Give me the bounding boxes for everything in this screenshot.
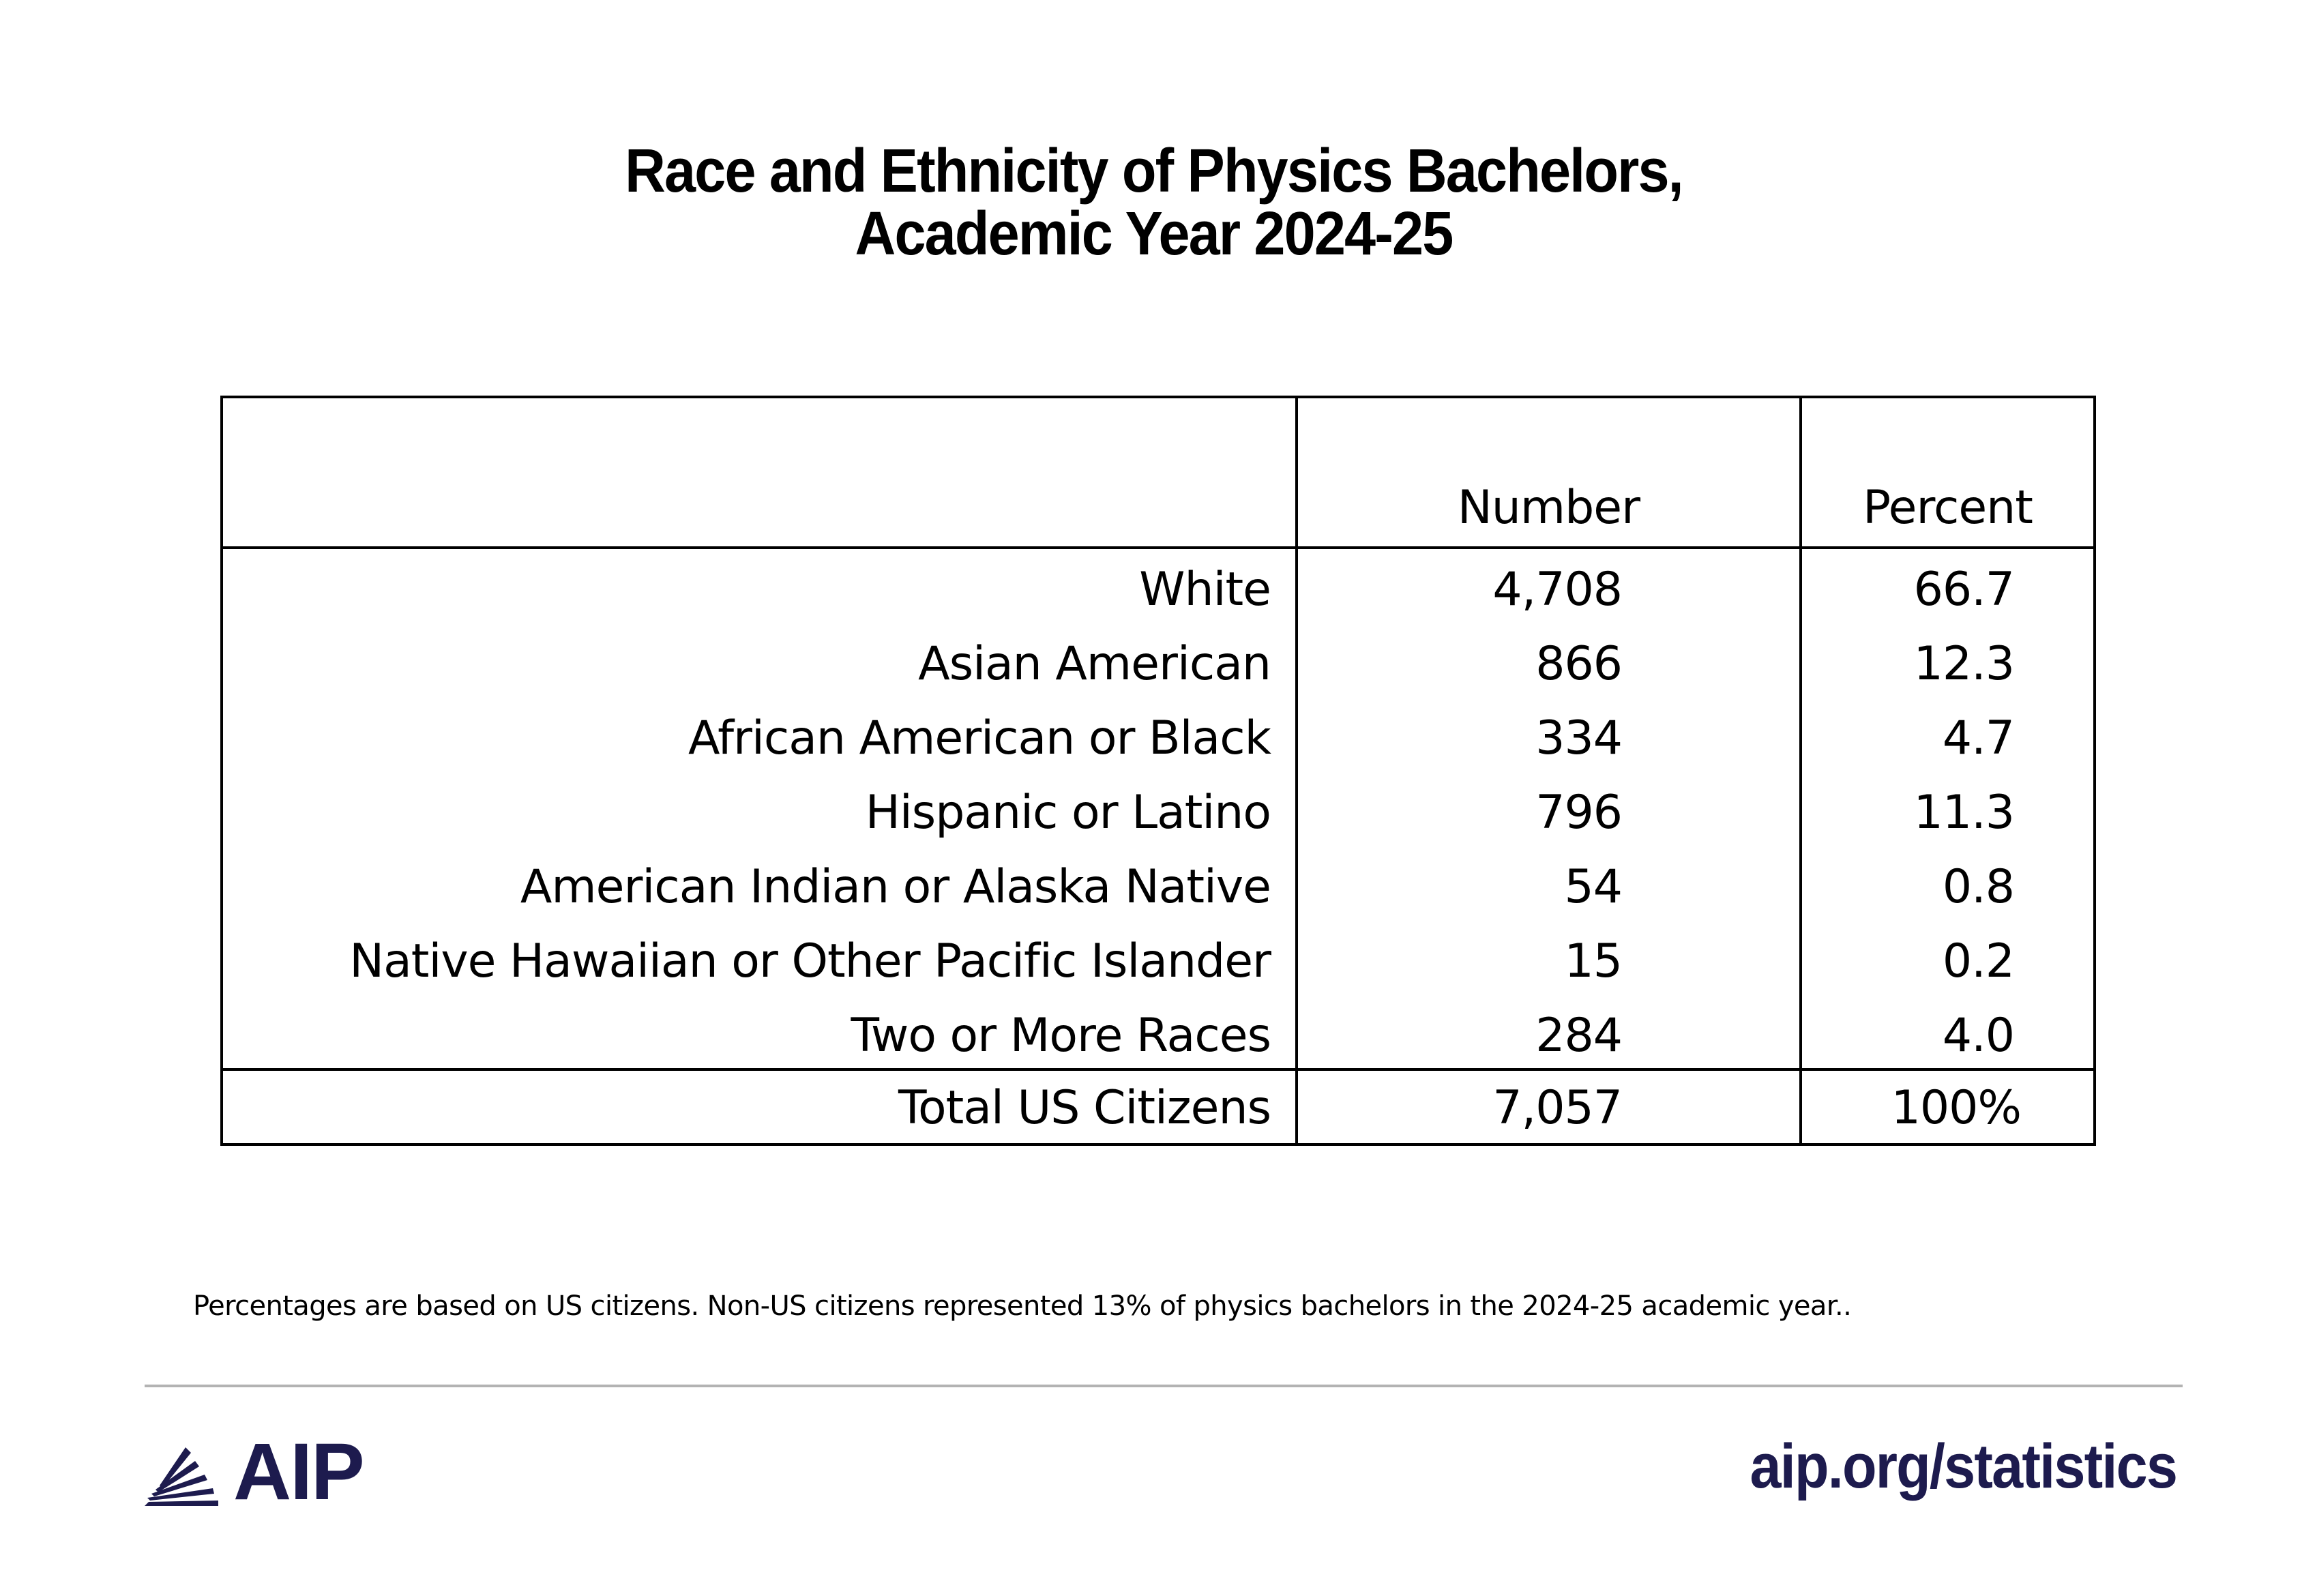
row-label: White — [1139, 563, 1271, 617]
footnote: Percentages are based on US citizens. No… — [193, 1290, 1852, 1322]
table-grid — [220, 396, 2096, 1146]
table-border — [220, 396, 2096, 1146]
row-number: 796 — [1535, 786, 1623, 840]
aip-logo: AIP — [145, 1427, 365, 1517]
row-percent: 0.8 — [1942, 860, 2015, 914]
footer-rule — [145, 1385, 2183, 1387]
row-percent: 4.7 — [1942, 711, 2015, 765]
total-number: 7,057 — [1492, 1081, 1623, 1135]
row-label: Native Hawaiian or Other Pacific Islande… — [349, 934, 1271, 988]
row-percent: 4.0 — [1942, 1009, 2015, 1063]
aip-rays-icon — [145, 1447, 218, 1506]
row-number: 54 — [1564, 860, 1623, 914]
row-percent: 12.3 — [1913, 637, 2015, 691]
row-number: 284 — [1535, 1009, 1623, 1063]
row-label: Asian American — [918, 637, 1271, 691]
chart-title: Race and Ethnicity of Physics Bachelors,… — [95, 140, 2213, 265]
header-percent: Percent — [1863, 481, 2033, 535]
row-label: American Indian or Alaska Native — [520, 860, 1271, 914]
row-label: Two or More Races — [851, 1009, 1271, 1063]
header-number: Number — [1457, 481, 1640, 535]
data-table: Number Percent White 4,708 66.7 Asian America… — [220, 396, 2096, 1146]
total-percent: 100% — [1891, 1081, 2022, 1135]
row-number: 334 — [1535, 711, 1623, 765]
row-number: 866 — [1535, 637, 1623, 691]
logo-text: AIP — [233, 1427, 365, 1517]
row-number: 15 — [1564, 934, 1623, 988]
row-label: African American or Black — [688, 711, 1271, 765]
total-label: Total US Citizens — [898, 1081, 1271, 1135]
row-number: 4,708 — [1492, 563, 1623, 617]
row-percent: 0.2 — [1942, 934, 2015, 988]
row-label: Hispanic or Latino — [865, 786, 1271, 840]
title-line-1: Race and Ethnicity of Physics Bachelors, — [625, 137, 1684, 205]
row-percent: 11.3 — [1913, 786, 2015, 840]
title-line-2: Academic Year 2024-25 — [855, 200, 1453, 268]
row-percent: 66.7 — [1913, 563, 2015, 617]
statistics-url[interactable]: aip.org/statistics — [1750, 1432, 2177, 1501]
